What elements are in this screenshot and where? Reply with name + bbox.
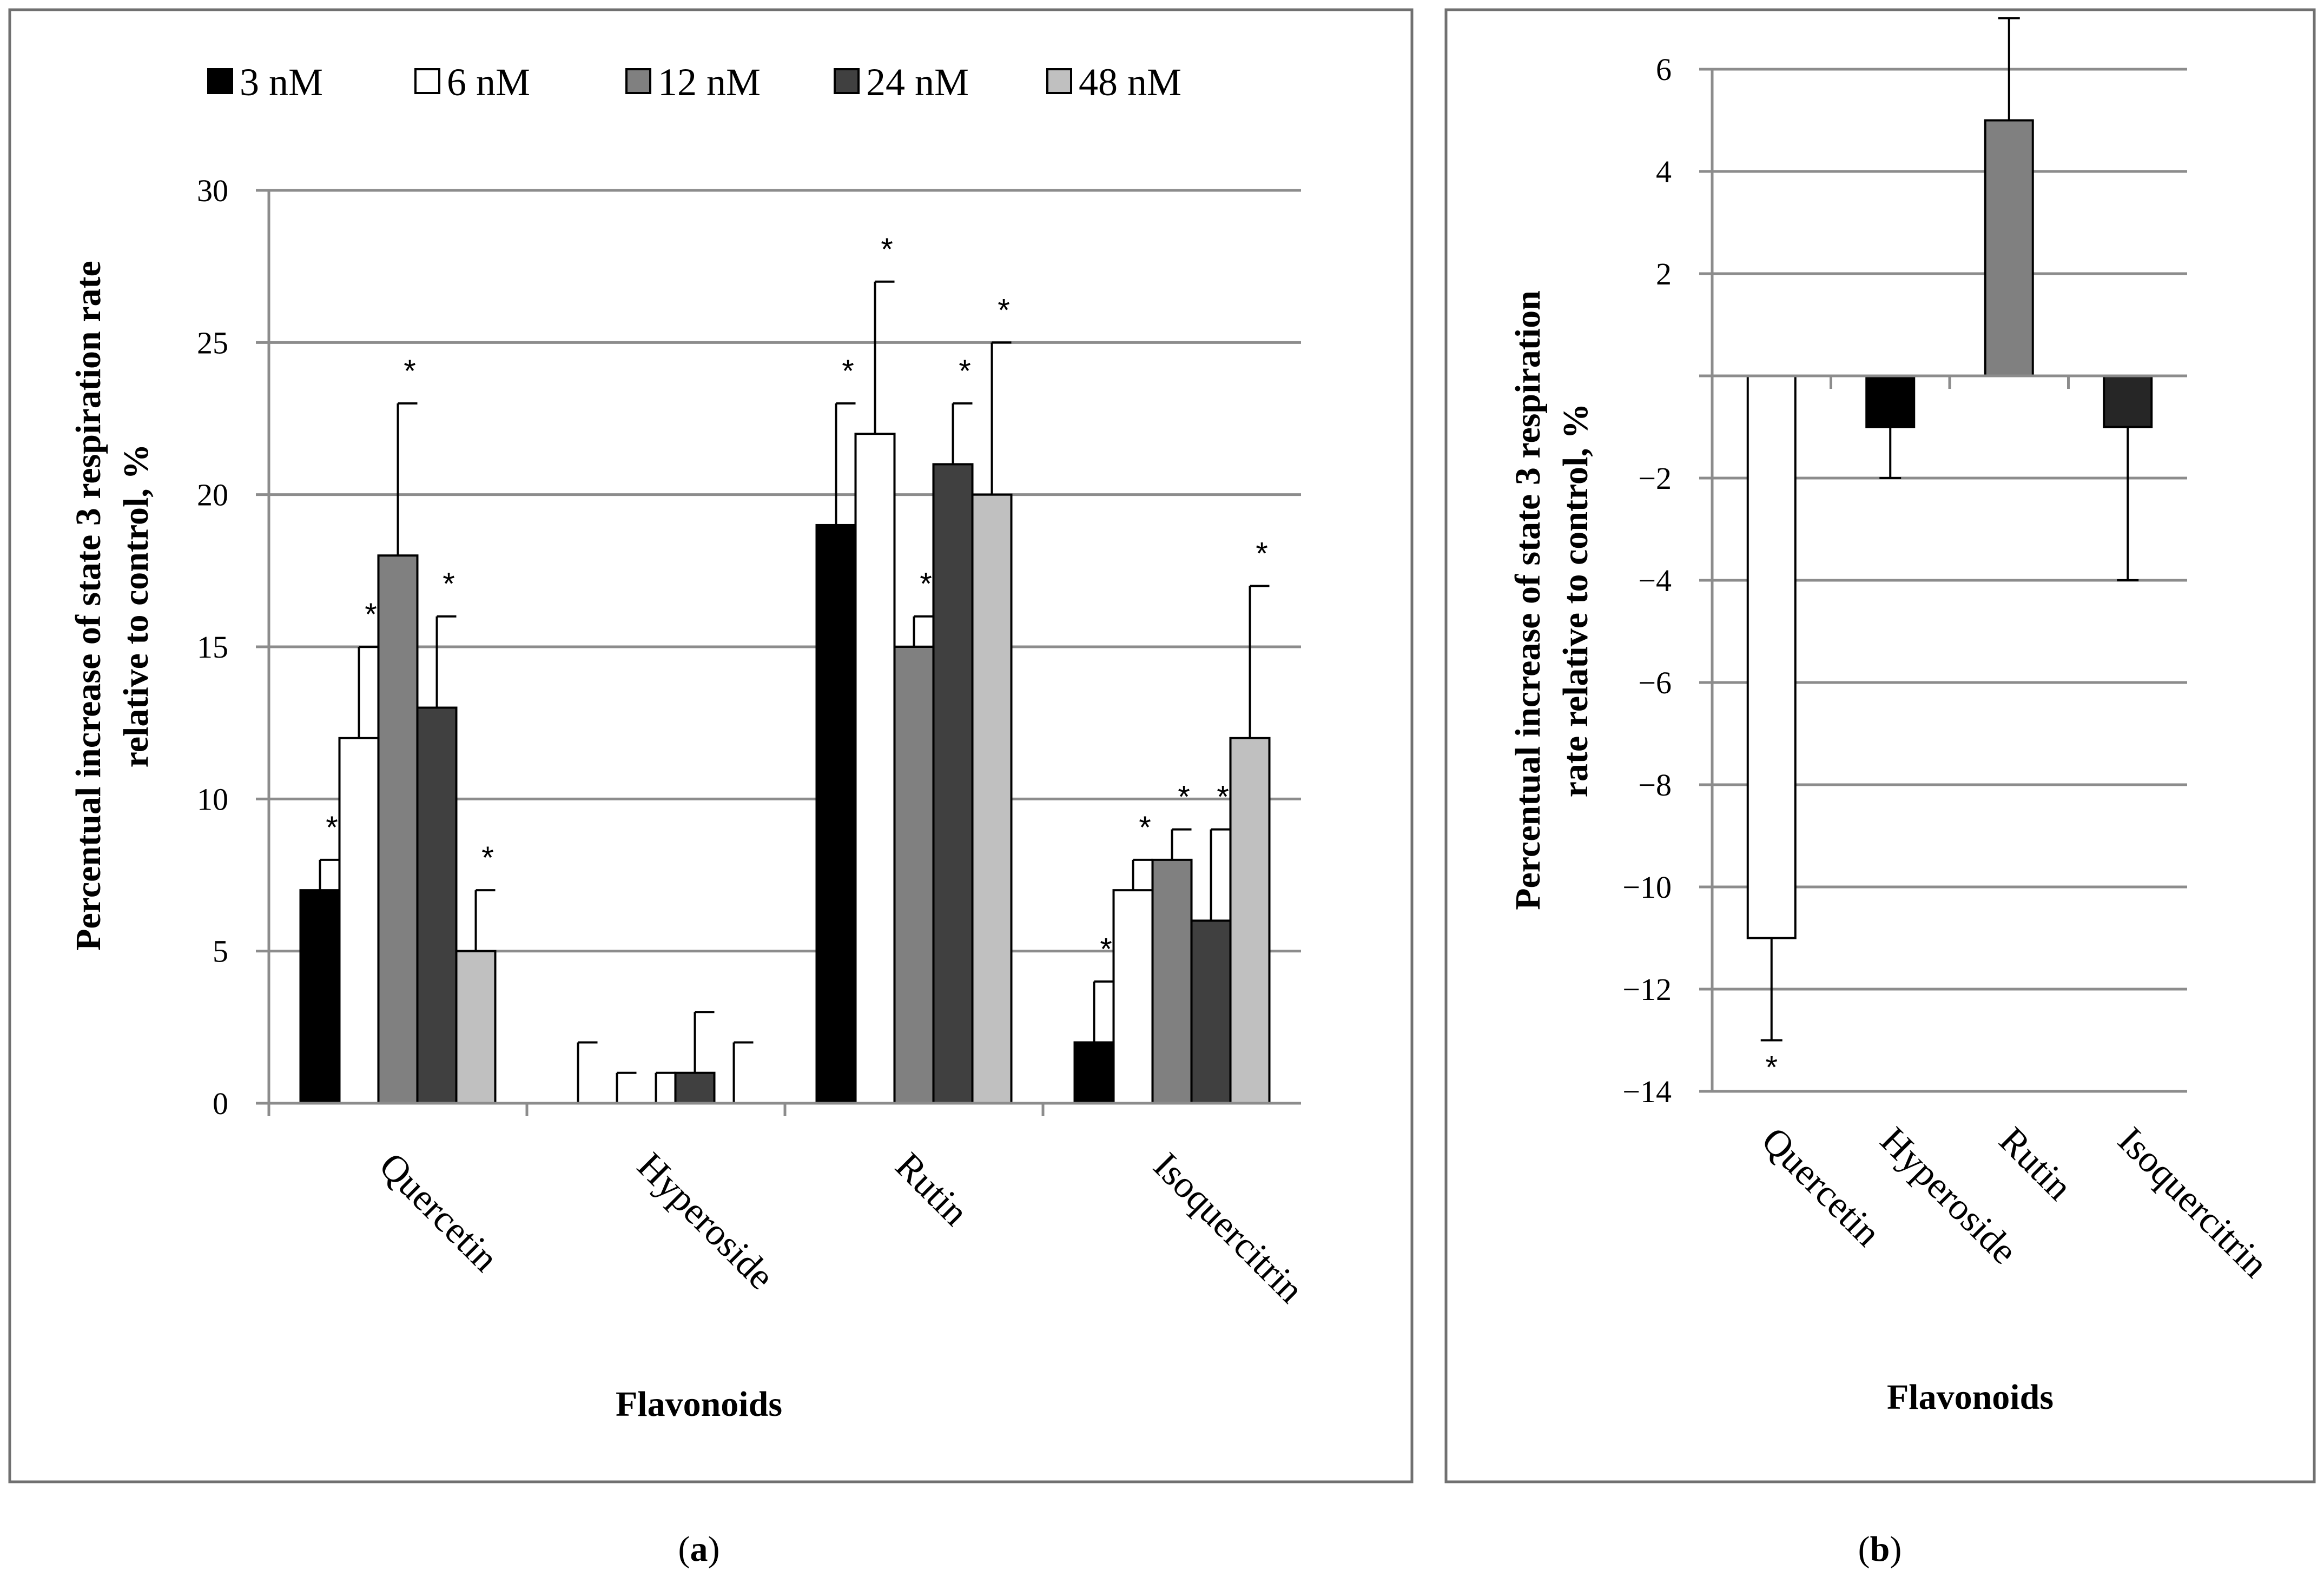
bar-b-quercetin [1746,375,1797,939]
y-tick-label-b-0: −14 [1622,1074,1672,1109]
bar-a-isoquercitrin-24-nm [1190,919,1232,1105]
y-axis-title-b: Percentual increase of state 3 respirati… [1508,290,1595,910]
chart-a: * * * * * * * * * * * * * * * 0 5 10 15 20 25 30 Quercetin Hyp… [69,61,1311,1424]
y-tick-label-b-5: −4 [1638,563,1672,598]
significance-a-isoquercitrin-12-nm: * [1178,780,1190,815]
bar-b-isoquercitrin [2103,375,2153,428]
category-label-a-isoquercitrin: Isoquercitrin [1145,1145,1311,1311]
y-axis-title-b-line1: Percentual increase of state 3 respirati… [1508,290,1548,910]
legend-swatch-48-nm [1046,68,1072,94]
significance-a-rutin-48-nm: * [998,293,1010,328]
caption-b: (b) [1858,1529,1902,1569]
category-label-a-hyperoside: Hyperoside [629,1145,782,1298]
panel-b-frame [1444,8,2316,1483]
y-tick-label-b-6: −2 [1638,461,1672,496]
y-tick-label-a-20: 20 [197,478,228,513]
bars-a: * * * * * * * * * * * * * * * [299,232,1271,1105]
bar-a-isoquercitrin-6-nm [1112,889,1154,1104]
chart-b: ** −14−12−10−8−6−4−2246QuercetinHyperosi… [1508,17,2276,1417]
bar-a-isoquercitrin-3-nm [1073,1041,1115,1105]
significance-a-rutin-12-nm: * [920,567,932,602]
significance-a-isoquercitrin-24-nm: * [1217,780,1229,815]
legend-label-3-nm: 3 nM [240,61,323,104]
y-tick-label-a-30: 30 [197,173,228,208]
category-label-a-quercetin: Quercetin [371,1145,506,1280]
bar-a-rutin-6-nm [854,433,896,1105]
legend-swatch-6-nm [414,68,440,94]
legend-a: 3 nM 6 nM 12 nM 24 nM 48 nM [207,61,1181,104]
y-tick-label-b-4: −6 [1638,665,1672,700]
bar-a-isoquercitrin-48-nm [1229,737,1271,1105]
bars-b: ** [1746,17,2153,1085]
y-tick-label-b-3: −8 [1638,767,1672,803]
y-tick-label-b-8: 2 [1656,256,1672,291]
legend-swatch-24-nm [834,68,860,94]
category-label-b-rutin: Rutin [1991,1119,2079,1208]
y-axis-title-a-line2: relative to control, % [116,444,156,768]
y-axis-title-b-line2: rate relative to control, % [1556,403,1595,798]
caption-b-label: b [1870,1529,1890,1569]
caption-a-label: a [690,1529,708,1569]
significance-a-rutin-3-nm: * [842,354,854,389]
y-tick-label-a-15: 15 [197,630,228,665]
legend-label-12-nm: 12 nM [658,61,761,104]
significance-a-quercetin-3-nm: * [326,810,338,845]
y-axis-title-a: Percentual increase of state 3 respirati… [69,261,156,951]
bar-a-quercetin-12-nm [377,554,419,1104]
y-axis-title-a-line1: Percentual increase of state 3 respirati… [69,261,108,951]
significance-a-quercetin-48-nm: * [481,840,494,876]
category-label-a-rutin: Rutin [887,1145,976,1234]
bar-a-rutin-3-nm [815,524,857,1104]
category-label-b-quercetin: Quercetin [1753,1119,1889,1255]
legend-swatch-12-nm [625,68,651,94]
bar-a-quercetin-24-nm [416,706,458,1104]
significance-b-quercetin: * [1765,1050,1778,1085]
axes-b: −14−12−10−8−6−4−2246QuercetinHyperosideR… [1622,52,2276,1286]
category-label-b-isoquercitrin: Isoquercitrin [2110,1119,2276,1286]
y-tick-label-b-1: −12 [1622,972,1672,1007]
y-tick-label-a-25: 25 [197,325,228,360]
x-axis-title-a: Flavonoids [616,1384,782,1424]
bar-a-rutin-24-nm [932,463,974,1104]
caption-a: (a) [678,1529,720,1569]
significance-a-isoquercitrin-6-nm: * [1139,810,1151,845]
y-tick-label-a-5: 5 [213,934,228,969]
significance-a-rutin-24-nm: * [959,354,971,389]
y-tick-label-a-10: 10 [197,781,228,817]
bar-b-rutin [1984,119,2034,377]
legend-label-24-nm: 24 nM [866,61,969,104]
significance-a-isoquercitrin-48-nm: * [1256,536,1268,571]
bar-a-rutin-12-nm [893,646,935,1104]
bar-a-quercetin-48-nm [455,950,497,1104]
bar-a-quercetin-3-nm [299,889,341,1104]
legend-swatch-3-nm [207,68,233,94]
bar-a-quercetin-6-nm [338,737,380,1105]
bar-b-hyperoside [1865,375,1916,428]
significance-a-isoquercitrin-3-nm: * [1100,932,1112,967]
bar-a-rutin-48-nm [971,493,1013,1105]
significance-a-quercetin-6-nm: * [365,597,377,632]
legend-label-6-nm: 6 nM [447,61,530,104]
x-axis-title-b: Flavonoids [1887,1377,2054,1417]
significance-a-quercetin-12-nm: * [404,354,416,389]
panel-a-frame [8,8,1414,1483]
y-tick-label-b-2: −10 [1622,870,1672,905]
y-tick-label-b-9: 4 [1656,154,1672,189]
significance-a-quercetin-24-nm: * [443,567,455,602]
y-tick-label-a-0: 0 [213,1086,228,1121]
y-tick-label-b-10: 6 [1656,52,1672,87]
bar-a-isoquercitrin-12-nm [1151,858,1193,1105]
significance-a-rutin-6-nm: * [881,232,893,267]
legend-label-48-nm: 48 nM [1079,61,1181,104]
bar-a-hyperoside-24-nm [674,1071,716,1104]
